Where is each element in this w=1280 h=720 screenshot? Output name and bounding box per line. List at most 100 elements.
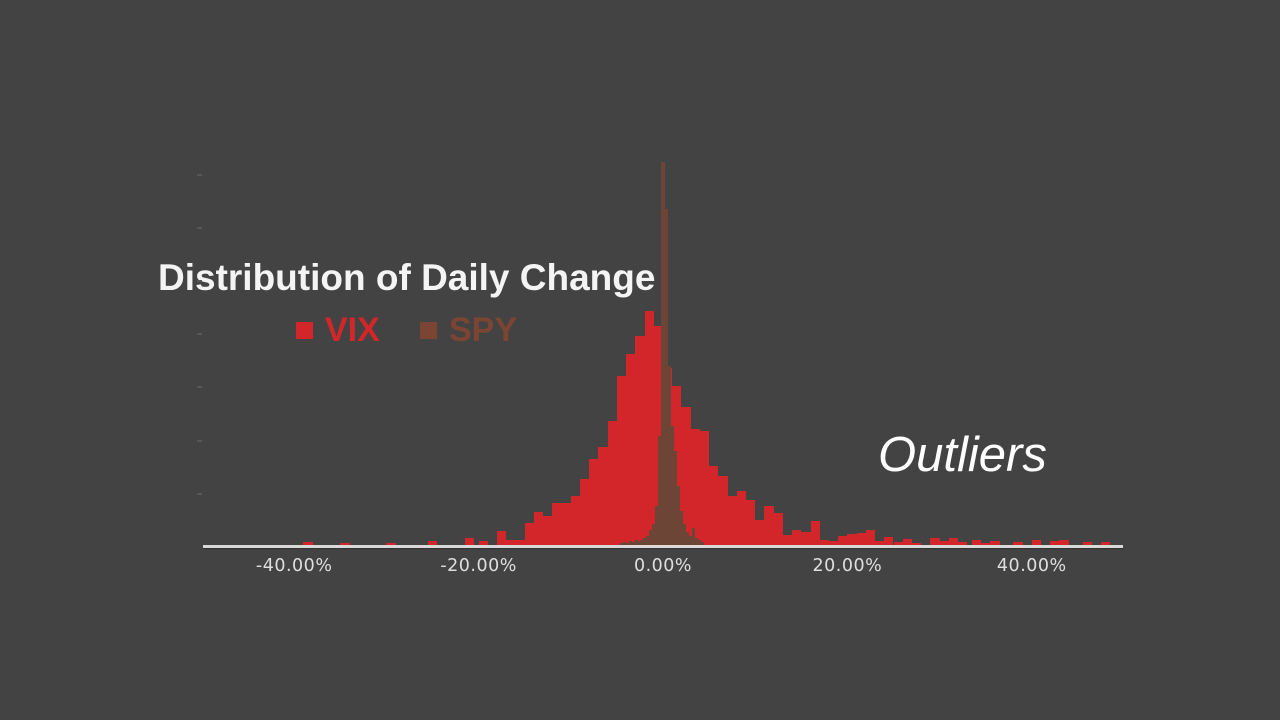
vix-histogram-bar: [745, 500, 756, 546]
vix-histogram-bar: [727, 496, 737, 546]
vix-histogram-bar: [1031, 540, 1042, 546]
spy-histogram-bar: [632, 542, 636, 546]
spy-histogram-bar: [673, 451, 677, 546]
spy-histogram-bar: [676, 486, 680, 546]
spy-histogram-bar: [670, 426, 674, 546]
vix-histogram-bar: [971, 540, 982, 546]
vix-histogram-bar: [755, 520, 765, 546]
vix-histogram-bar: [736, 491, 746, 546]
y-axis-tick-mark: [197, 333, 202, 336]
vix-histogram-bar: [782, 535, 793, 546]
vix-histogram-bar: [533, 512, 544, 546]
vix-histogram-bar: [524, 523, 534, 546]
vix-histogram-bar: [828, 541, 839, 546]
y-axis-tick-mark: [197, 280, 202, 282]
legend-item-vix: VIX: [296, 313, 380, 347]
vix-histogram-bar: [810, 521, 820, 546]
vix-histogram-bar: [856, 533, 866, 546]
vix-histogram-bar: [478, 541, 488, 546]
y-axis-tick-mark: [197, 226, 202, 229]
spy-histogram-bar: [646, 536, 650, 546]
legend-label-spy: SPY: [449, 311, 518, 349]
vix-histogram-bar: [893, 542, 903, 546]
legend-swatch-spy-icon: [420, 321, 437, 339]
y-axis-tick-mark: [197, 386, 202, 389]
vix-histogram-bar: [884, 537, 894, 546]
spy-histogram-bar: [655, 506, 659, 546]
spy-histogram-bar: [626, 543, 630, 546]
vix-histogram-bar: [990, 541, 1000, 546]
vix-histogram-bar: [386, 543, 396, 546]
vix-histogram-bar: [875, 541, 885, 546]
vix-histogram-bar: [570, 496, 581, 546]
vix-histogram-bar: [580, 479, 590, 546]
vix-histogram-bar: [699, 431, 710, 546]
outliers-annotation: Outliers: [878, 428, 1047, 482]
y-axis-tick-mark: [197, 173, 202, 176]
vix-histogram-bar: [792, 530, 802, 546]
vix-histogram-bar: [644, 311, 654, 546]
spy-histogram-bar: [664, 209, 668, 546]
vix-histogram-bar: [930, 538, 940, 546]
spy-histogram-bar: [652, 524, 656, 546]
spy-histogram-bar: [661, 162, 665, 546]
vix-histogram-bar: [838, 536, 848, 546]
x-axis-line: [203, 545, 1123, 548]
spy-histogram-bar: [629, 541, 633, 546]
y-axis-tick-mark: [197, 439, 202, 442]
vix-histogram-bar: [427, 541, 438, 546]
spy-histogram-bar: [619, 543, 624, 546]
spy-histogram-bar: [667, 366, 671, 546]
x-axis-tick-label: 40.00%: [996, 556, 1067, 576]
vix-histogram-bar: [607, 421, 617, 546]
vix-histogram-bar: [635, 336, 645, 546]
vix-histogram-bar: [506, 540, 516, 546]
vix-histogram-bar: [847, 534, 857, 546]
spy-histogram-bar: [701, 542, 705, 546]
vix-histogram-bar: [303, 542, 313, 546]
vix-histogram-bar: [626, 354, 636, 546]
vix-histogram-bar: [681, 407, 691, 546]
vix-histogram-bar: [718, 476, 728, 546]
vix-histogram-bar: [663, 368, 673, 546]
spy-histogram-bar: [689, 536, 693, 546]
vix-histogram-bar: [1082, 542, 1092, 546]
vix-histogram-bar: [939, 541, 949, 546]
spy-histogram-bar: [698, 540, 702, 546]
vix-histogram-bar: [773, 513, 783, 546]
vix-histogram-bar: [958, 542, 968, 546]
spy-histogram-bar: [635, 540, 639, 546]
vix-histogram-bar: [616, 376, 627, 546]
vix-histogram-bar: [598, 447, 608, 546]
vix-histogram-bar: [340, 543, 350, 546]
vix-histogram-bar: [911, 543, 922, 546]
vix-histogram-bar: [464, 538, 474, 546]
vix-histogram-bar: [819, 540, 829, 546]
spy-histogram-bar: [686, 532, 690, 546]
vix-histogram-bar: [589, 459, 599, 546]
spy-histogram-bar: [682, 524, 686, 546]
legend-swatch-vix-icon: [296, 321, 313, 339]
vix-histogram-bar: [1059, 540, 1069, 546]
vix-histogram-bar: [543, 516, 553, 546]
vix-histogram-bar: [690, 429, 700, 546]
spy-histogram-bar: [658, 436, 662, 546]
y-axis-tick-mark: [197, 492, 202, 495]
spy-histogram-bar: [695, 538, 699, 546]
chart-title: Distribution of Daily Change: [158, 257, 656, 298]
spy-histogram-bar: [679, 511, 683, 546]
vix-histogram-bar: [902, 539, 912, 546]
vix-histogram-bar: [981, 543, 991, 546]
vix-histogram-bar: [709, 466, 719, 546]
spy-histogram-bar: [623, 542, 627, 546]
vix-histogram-bar: [764, 506, 774, 546]
vix-histogram-bar: [1013, 542, 1023, 546]
vix-histogram-bar: [552, 503, 562, 546]
spy-histogram-bar: [692, 528, 696, 546]
vix-histogram-bar: [865, 530, 876, 546]
vix-histogram-bar: [1100, 542, 1111, 546]
vix-histogram-bar: [801, 532, 811, 546]
spy-histogram-bar: [643, 538, 647, 546]
